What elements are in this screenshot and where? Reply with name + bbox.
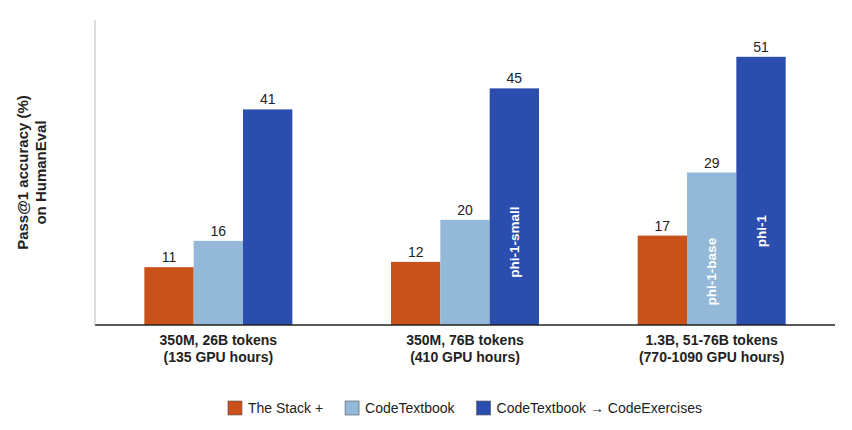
x-axis-line [95,324,835,326]
x-tick-label: 350M, 26B tokens(135 GPU hours) [160,332,278,365]
data-label: 11 [162,249,177,265]
x-tick-label-line: 350M, 76B tokens [406,332,524,348]
legend-label: The Stack + [248,400,323,416]
bar [736,57,785,325]
data-label: 45 [507,70,523,86]
bars [144,57,785,325]
legend-swatch [228,401,242,415]
labels: 11 12 17 16 20 29 41 45 51 phi-1-small phi-1-base p… [162,39,769,306]
data-label: 16 [211,223,227,239]
bar [243,109,292,325]
x-tick-label: 350M, 76B tokens(410 GPU hours) [406,332,524,365]
y-axis-label: Pass@1 accuracy (%)on HumanEval [14,95,49,250]
data-label: 17 [655,218,671,234]
y-axis-label-line: Pass@1 accuracy (%) [14,95,31,250]
legend-label: CodeTextbook → CodeExercises [497,400,702,416]
legend-swatch [345,401,359,415]
bar [687,173,736,326]
x-tick-label-line: 350M, 26B tokens [160,332,278,348]
legend-swatch [477,401,491,415]
data-label: 51 [753,39,769,55]
data-label: 29 [704,155,720,171]
bar [194,241,243,325]
bar-annotation: phi-1-small [507,207,522,278]
y-axis-label-line: on HumanEval [32,120,49,224]
bar [144,267,193,325]
x-tick-label-line: 1.3B, 51-76B tokens [646,332,778,348]
legend-label: CodeTextbook [365,400,456,416]
chart: 11 12 17 16 20 29 41 45 51 phi-1-small phi-1-base p… [0,0,852,430]
bar [391,262,440,325]
x-tick-label: 1.3B, 51-76B tokens(770-1090 GPU hours) [639,332,785,365]
y-axis-line [95,20,96,325]
x-tick-label-line: (410 GPU hours) [410,349,520,365]
bar [490,88,539,325]
legend: The Stack + CodeTextbook CodeTextbook → Co… [228,400,702,416]
bar [638,236,687,325]
x-tick-label-line: (135 GPU hours) [163,349,273,365]
bar [440,220,489,325]
data-label: 12 [408,244,424,260]
data-label: 41 [260,91,276,107]
data-label: 20 [457,202,473,218]
bar-annotation: phi-1 [754,215,769,248]
x-tick-label-line: (770-1090 GPU hours) [639,349,785,365]
bar-annotation: phi-1-base [704,237,719,305]
